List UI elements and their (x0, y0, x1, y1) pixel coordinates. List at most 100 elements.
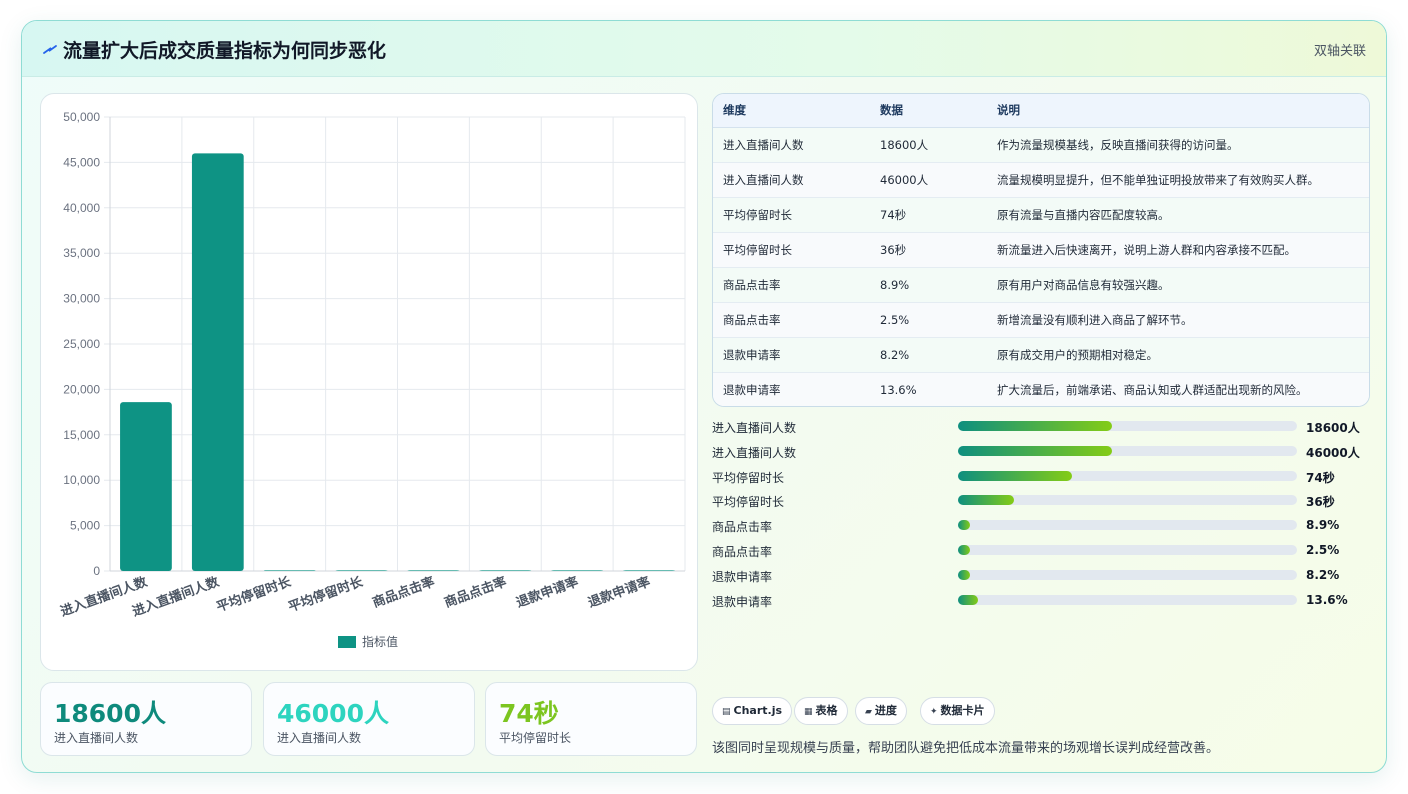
spark-icon (43, 45, 57, 54)
progress-label: 商品点击率 (712, 545, 773, 559)
table-cell: 新流量进入后快速离开，说明上游人群和内容承接不匹配。 (987, 232, 1369, 268)
y-tick-label: 30,000 (63, 292, 100, 306)
chip-chart[interactable]: ▤ Chart.js (712, 697, 793, 725)
header-tag: 双轴关联 (1313, 44, 1366, 59)
kpi-value: 18600人 (54, 699, 166, 728)
kpi-card: 18600人 进入直播间人数 (40, 682, 252, 756)
kpi-card: 46000人 进入直播间人数 (263, 682, 475, 756)
progress-value: 13.6% (1306, 592, 1348, 607)
table-header-cell: 维度 (713, 94, 870, 128)
table-cell: 新增流量没有顺利进入商品了解环节。 (987, 302, 1369, 338)
progress-row: 退款申请率 13.6% (712, 591, 1372, 611)
table-cell: 8.2% (870, 337, 987, 373)
table-cell: 74秒 (870, 197, 987, 233)
progress-fill (958, 520, 970, 531)
progress-fill (958, 470, 1073, 481)
progress-label: 商品点击率 (712, 520, 773, 535)
progress-fill (958, 594, 978, 605)
bar (407, 570, 460, 571)
table-cell: 2.5% (870, 302, 987, 338)
summary-text: 该图同时呈现规模与质量，帮助团队避免把低成本流量带来的场观增长误判成经营改善。 (712, 741, 1220, 756)
table-row: 进入直播间人数 46000人 流量规模明显提升，但不能单独证明投放带来了有效购买人群… (713, 162, 1369, 198)
progress-track (958, 545, 1297, 555)
x-tick-label: 退款申请率 (514, 574, 581, 611)
bar (551, 570, 604, 571)
chart-icon: ▤ (722, 707, 731, 717)
table-cell: 流量规模明显提升，但不能单独证明投放带来了有效购买人群。 (987, 162, 1369, 198)
x-tick-label: 商品点击率 (442, 574, 509, 611)
y-tick-label: 5,000 (70, 519, 100, 533)
progress-row: 商品点击率 2.5% (712, 541, 1372, 561)
x-tick-label: 商品点击率 (370, 574, 437, 611)
kpi-label: 平均停留时长 (499, 731, 572, 745)
table-row: 平均停留时长 74秒 原有流量与直播内容匹配度较高。 (713, 197, 1369, 233)
progress-label: 退款申请率 (712, 594, 773, 609)
y-tick-label: 50,000 (63, 110, 100, 124)
progress-track (958, 594, 1297, 605)
progress-list: 进入直播间人数 18600人 进入直播间人数 46000人 平均停留时长 74秒 平均停留时… (712, 417, 1372, 609)
bar-chart-panel: 0 5,000 10,000 15,000 20,000 25,000 30,000 35,0… (40, 93, 698, 671)
progress-label: 平均停留时长 (712, 495, 785, 510)
chip-label: 进度 (874, 704, 897, 717)
progress-track (958, 421, 1297, 431)
dashboard-card: 流量扩大后成交质量指标为何同步恶化 双轴关联 0 5,000 10,000 15,00… (21, 20, 1387, 773)
chip-table[interactable]: ▦ 表格 (794, 697, 848, 725)
progress-icon: ▰ (865, 707, 872, 717)
bar (191, 153, 244, 571)
table-cell: 8.9% (870, 267, 987, 303)
x-tick-label: 平均停留时长 (214, 573, 294, 615)
chip-card[interactable]: ✦ 数据卡片 (920, 697, 995, 725)
progress-value: 8.9% (1306, 518, 1340, 533)
header: 流量扩大后成交质量指标为何同步恶化 双轴关联 (22, 21, 1386, 77)
card-icon: ✦ (930, 707, 938, 717)
kpi-card: 74秒 平均停留时长 (485, 682, 697, 756)
progress-label: 进入直播间人数 (712, 421, 797, 435)
y-tick-label: 10,000 (63, 473, 100, 487)
table-row: 商品点击率 2.5% 新增流量没有顺利进入商品了解环节。 (713, 302, 1369, 338)
progress-track (958, 495, 1297, 506)
kpi-label: 进入直播间人数 (54, 731, 139, 745)
kpi-label: 进入直播间人数 (277, 731, 362, 745)
progress-track (958, 445, 1297, 456)
table-cell: 原有流量与直播内容匹配度较高。 (987, 197, 1369, 233)
chip-label: Chart.js (733, 704, 783, 717)
progress-value: 8.2% (1306, 567, 1340, 582)
bar (623, 570, 675, 571)
table-cell: 作为流量规模基线，反映直播间获得的访问量。 (987, 127, 1369, 163)
progress-track (958, 569, 1297, 580)
chip-label: 表格 (815, 704, 838, 717)
legend-label: 指标值 (362, 634, 398, 649)
table-cell: 商品点击率 (713, 267, 870, 303)
table-header-cell: 说明 (987, 94, 1369, 128)
table-cell: 平均停留时长 (713, 232, 870, 268)
table-header-cell: 数据 (870, 94, 987, 128)
table-cell: 13.6% (870, 372, 987, 406)
table-row: 进入直播间人数 18600人 作为流量规模基线，反映直播间获得的访问量。 (713, 127, 1369, 163)
progress-row: 进入直播间人数 18600人 (712, 417, 1372, 437)
progress-value: 2.5% (1306, 543, 1340, 557)
table-row: 平均停留时长 36秒 新流量进入后快速离开，说明上游人群和内容承接不匹配。 (713, 232, 1369, 268)
progress-row: 退款申请率 8.2% (712, 566, 1372, 586)
progress-row: 平均停留时长 74秒 (712, 467, 1372, 487)
table-row: 商品点击率 8.9% 原有用户对商品信息有较强兴趣。 (713, 267, 1369, 303)
bar (263, 570, 316, 571)
table-row: 退款申请率 8.2% 原有成交用户的预期相对稳定。 (713, 337, 1369, 373)
progress-fill (958, 421, 1113, 431)
progress-row: 平均停留时长 36秒 (712, 491, 1372, 511)
chip-progress[interactable]: ▰ 进度 (855, 697, 907, 725)
progress-track (958, 520, 1297, 531)
table-cell: 原有成交用户的预期相对稳定。 (987, 337, 1369, 373)
progress-value: 74秒 (1306, 470, 1335, 485)
y-tick-label: 25,000 (63, 337, 100, 351)
table-cell: 退款申请率 (713, 372, 870, 406)
progress-fill (958, 569, 970, 580)
table-cell: 平均停留时长 (713, 197, 870, 233)
progress-label: 退款申请率 (712, 569, 773, 584)
x-tick-label: 平均停留时长 (286, 573, 366, 615)
legend-swatch (338, 636, 356, 648)
chip-label: 数据卡片 (940, 704, 985, 717)
y-tick-label: 40,000 (63, 201, 100, 215)
table-cell: 扩大流量后，前端承诺、商品认知或人群适配出现新的风险。 (987, 372, 1369, 406)
y-tick-label: 35,000 (63, 246, 100, 260)
bar (479, 570, 532, 571)
